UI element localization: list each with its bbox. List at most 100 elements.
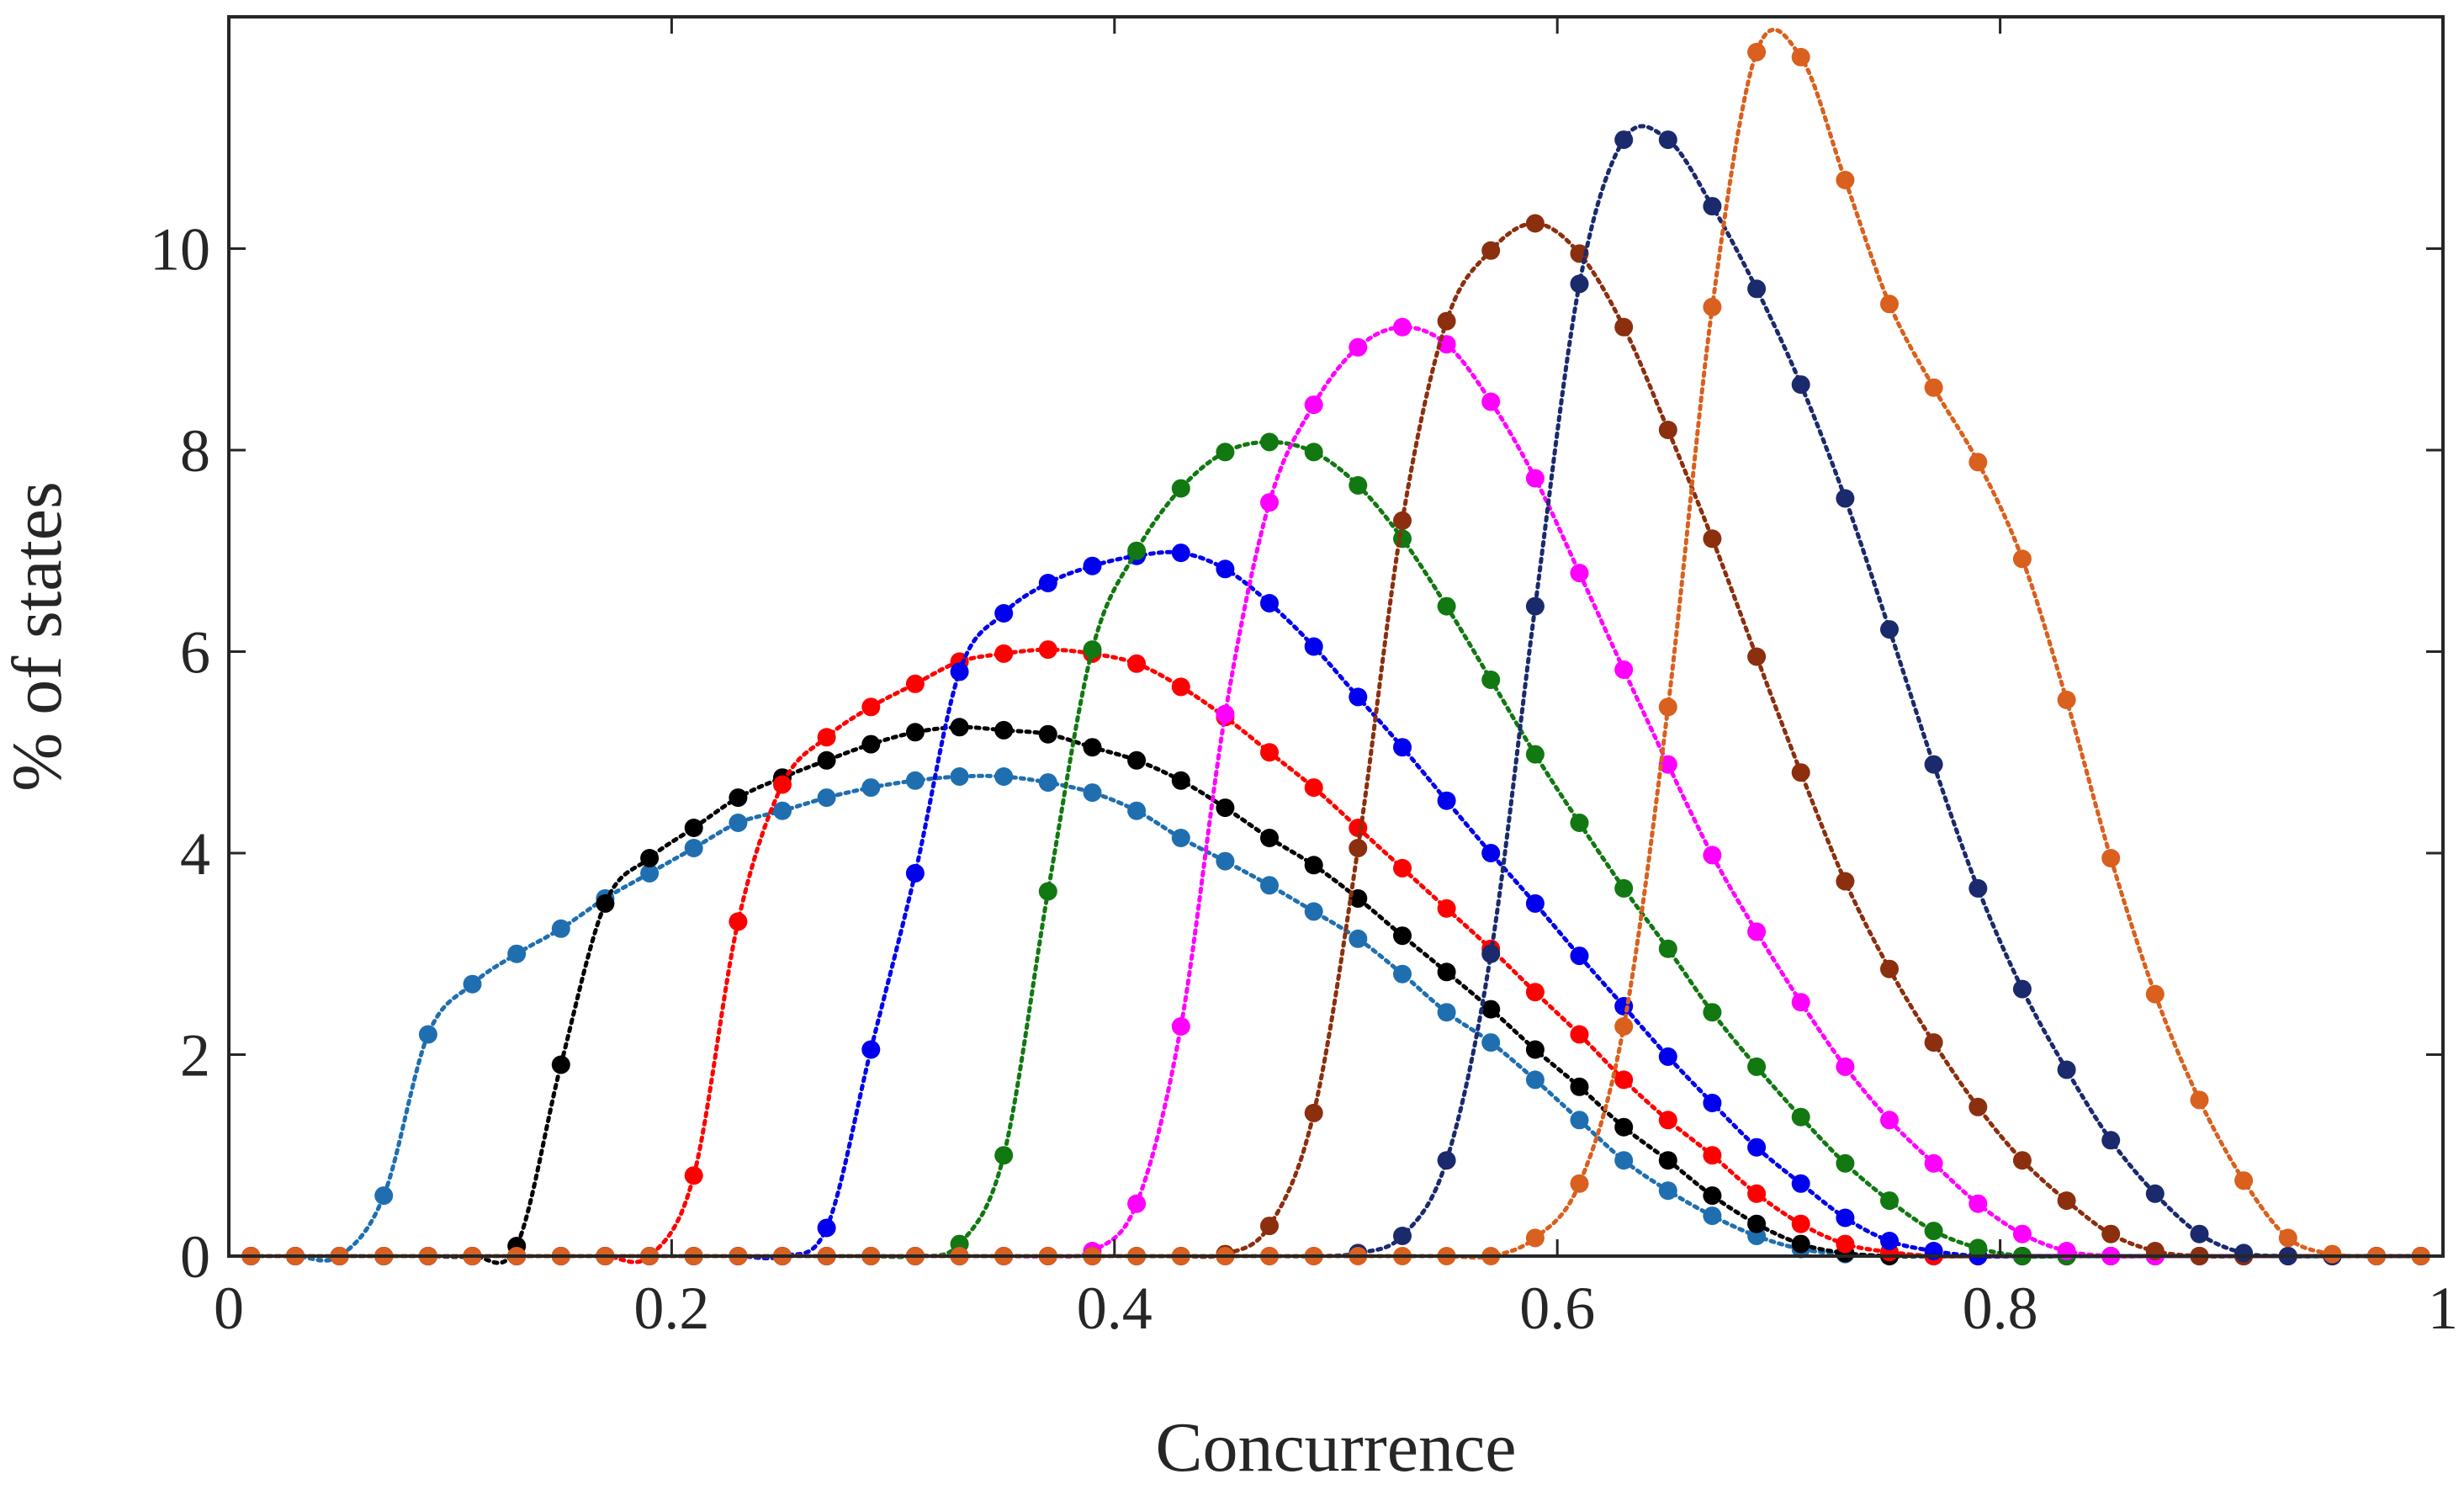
series-4-point <box>1171 544 1190 563</box>
series-1-point <box>640 863 660 883</box>
series-8-point <box>1969 878 1988 898</box>
series-2-point <box>994 720 1014 740</box>
series-1-point <box>861 778 881 798</box>
series-3-point <box>1703 1146 1722 1165</box>
series-2-point <box>1525 1040 1545 1059</box>
series-7-point <box>2101 1224 2121 1243</box>
series-1-point <box>1703 1206 1722 1226</box>
series-1-point <box>1260 876 1279 895</box>
x-tick-label: 0 <box>214 1275 244 1342</box>
series-2-point <box>950 718 969 737</box>
series-9-point <box>2278 1228 2297 1248</box>
series-layer <box>241 27 2430 1265</box>
series-6-point <box>1481 392 1501 411</box>
series-7-point <box>1481 241 1501 260</box>
series-6-point <box>1747 922 1767 941</box>
series-5-point <box>1437 597 1456 616</box>
series-6-point <box>1570 564 1589 583</box>
series-6-point <box>1924 1153 1943 1173</box>
series-3-line <box>248 647 2424 1265</box>
series-8-point <box>1437 1151 1456 1170</box>
series-5-point <box>1038 882 1057 901</box>
series-8-point <box>1747 279 1767 299</box>
series-5-point <box>1880 1191 1899 1211</box>
series-1-point <box>950 767 969 786</box>
series-8-point <box>1791 375 1810 395</box>
series-1-point <box>507 944 527 963</box>
x-axis-label: Concurrence <box>1155 1408 1516 1487</box>
series-8-point <box>2012 979 2032 999</box>
series-1-point <box>463 974 482 994</box>
series-1-point <box>1083 783 1102 803</box>
series-4-point <box>1791 1174 1810 1193</box>
series-1-point <box>551 919 570 938</box>
series-4-point <box>1880 1232 1899 1250</box>
series-1-point <box>729 814 748 832</box>
series-9-point <box>1614 1017 1634 1036</box>
series-1-point <box>994 767 1014 786</box>
series-5-point <box>1304 443 1323 462</box>
series-4-point <box>1658 1047 1677 1066</box>
series-5-point <box>1791 1107 1810 1127</box>
series-4-point <box>1836 1208 1855 1228</box>
series-5-point <box>1171 479 1190 498</box>
series-3-point <box>1525 983 1545 1002</box>
series-5-point <box>1083 640 1102 660</box>
series-8-point <box>1570 274 1589 294</box>
series-4-point <box>1570 946 1589 966</box>
series-7-point <box>1880 959 1899 978</box>
series-3-point <box>1437 899 1456 918</box>
series-2-point <box>1791 1234 1810 1254</box>
series-9-point <box>1969 453 1988 472</box>
series-2-point <box>1658 1151 1677 1170</box>
series-6-point <box>1216 704 1235 724</box>
series-4-point <box>1481 844 1501 862</box>
series-8-point <box>1703 197 1722 216</box>
series-1-point <box>773 801 792 820</box>
series-5-point <box>1836 1153 1855 1173</box>
series-8-point <box>1614 130 1634 150</box>
series-8-point <box>2190 1224 2209 1243</box>
series-3-point <box>1658 1111 1677 1130</box>
series-2-point <box>1393 926 1412 946</box>
series-6-point <box>1791 993 1810 1012</box>
y-tick-label: 0 <box>180 1223 210 1291</box>
series-9-point <box>1924 378 1943 397</box>
series-3-point <box>1349 819 1368 837</box>
series-7-point <box>1349 839 1368 857</box>
series-1-point <box>684 839 703 857</box>
series-7-point <box>1924 1033 1943 1053</box>
series-2-point <box>905 723 925 742</box>
series-7-line <box>248 220 2424 1259</box>
series-7-point <box>1836 872 1855 891</box>
series-5-point <box>994 1146 1014 1165</box>
series-7-point <box>1747 647 1767 666</box>
series-2-point <box>1614 1117 1634 1137</box>
series-3-point <box>729 912 748 931</box>
series-2-point <box>1437 962 1456 982</box>
series-9-point <box>1570 1174 1589 1193</box>
series-9-point <box>2234 1171 2254 1190</box>
series-7-point <box>2012 1151 2032 1170</box>
x-tick-label: 1 <box>2428 1275 2458 1342</box>
series-9-point <box>1791 47 1810 66</box>
series-9-point <box>1747 42 1767 61</box>
series-6-point <box>1127 1194 1147 1213</box>
series-6-point <box>1836 1057 1855 1076</box>
series-6 <box>241 317 2430 1265</box>
series-3-point <box>1038 640 1057 660</box>
series-8 <box>241 124 2430 1265</box>
series-8-point <box>1481 944 1501 963</box>
series-3-point <box>1614 1070 1634 1090</box>
series-5-point <box>1260 432 1279 452</box>
series-1-point <box>1481 1033 1501 1053</box>
series-2-point <box>861 734 881 754</box>
series-5-point <box>1924 1222 1943 1241</box>
series-4-point <box>950 662 969 681</box>
series-7-point <box>1260 1217 1279 1236</box>
series-2-point <box>640 849 660 867</box>
series-3 <box>241 640 2430 1265</box>
series-2-point <box>1747 1214 1767 1233</box>
